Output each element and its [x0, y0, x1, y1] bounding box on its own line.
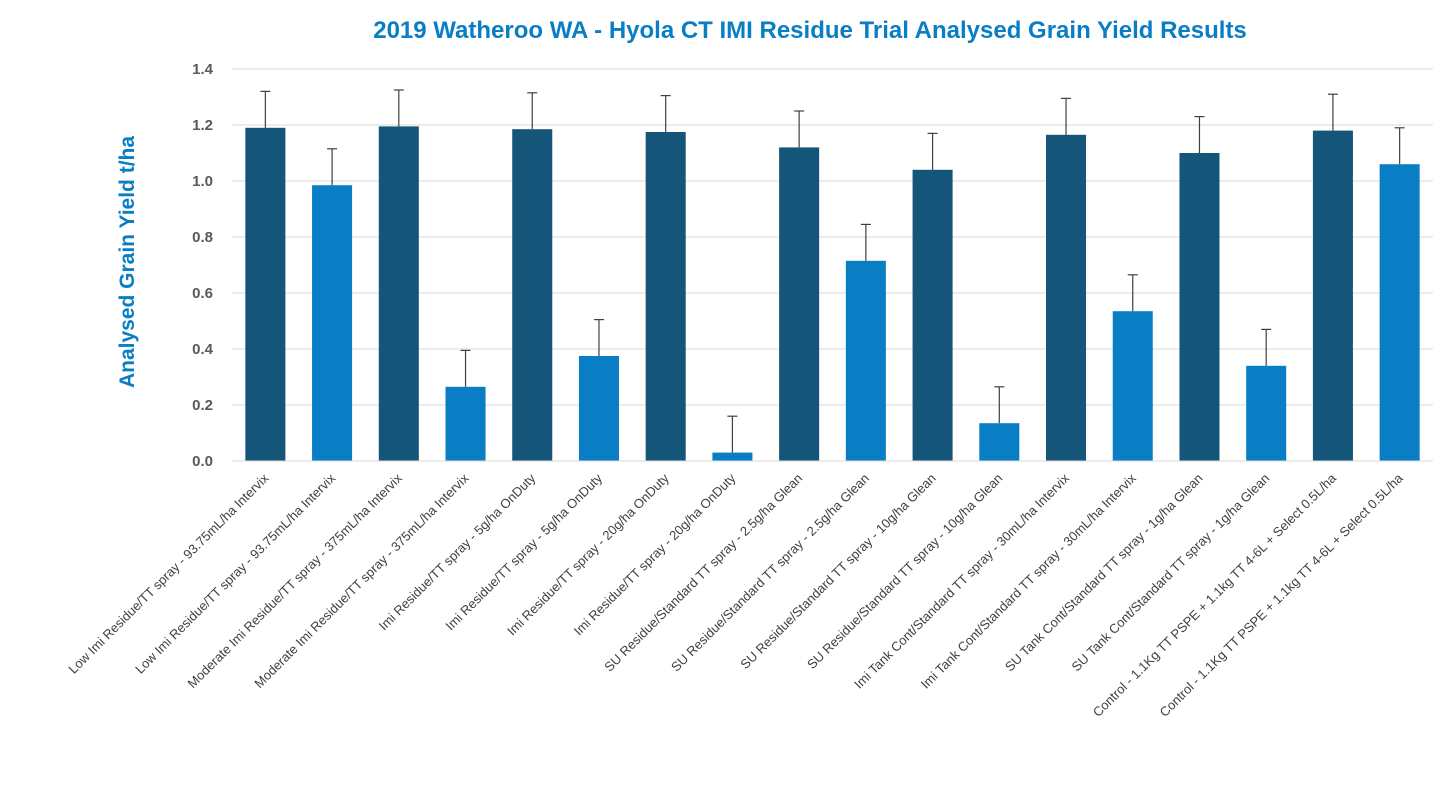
y-tick-label: 0.8	[192, 229, 213, 246]
bar	[445, 386, 486, 461]
bar	[979, 423, 1020, 461]
bar	[1379, 164, 1420, 461]
bar	[512, 129, 553, 461]
y-tick-label: 0.4	[192, 341, 214, 358]
bar	[912, 169, 953, 462]
bar	[1046, 134, 1087, 462]
bar	[245, 127, 286, 462]
bar	[378, 126, 419, 462]
bar	[645, 132, 686, 461]
y-tick-label: 1.4	[192, 61, 214, 78]
bar	[578, 356, 619, 461]
bar	[845, 260, 886, 461]
y-tick-label: 1.0	[192, 173, 213, 190]
x-tick-label: Control - 1.1Kg TT PSPE + 1.1kg TT 4-6L …	[1090, 470, 1340, 720]
error-bars	[260, 89, 1405, 453]
bar	[779, 147, 820, 461]
bar	[1246, 365, 1287, 461]
chart-title: 2019 Watheroo WA - Hyola CT IMI Residue …	[373, 17, 1247, 44]
bar	[1179, 153, 1220, 461]
bar	[712, 452, 753, 461]
y-axis-ticks: 0.0 0.2 0.4 0.6 0.8 1.0 1.2 1.4	[192, 61, 214, 470]
bar	[1312, 130, 1353, 461]
y-tick-label: 0.6	[192, 285, 213, 302]
gridlines	[232, 68, 1433, 406]
bar	[1112, 311, 1153, 461]
y-tick-label: 1.2	[192, 117, 213, 134]
bars	[245, 126, 1420, 462]
x-axis-ticks: Low Imi Residue/TT spray - 93.75mL/ha In…	[65, 470, 1406, 720]
x-tick-label: Control - 1.1Kg TT PSPE + 1.1kg TT 4-6L …	[1157, 470, 1407, 720]
y-tick-label: 0.2	[192, 397, 213, 414]
y-axis-label: Analysed Grain Yield t/ha	[116, 136, 139, 388]
y-tick-label: 0.0	[192, 453, 213, 470]
bar	[312, 185, 353, 461]
